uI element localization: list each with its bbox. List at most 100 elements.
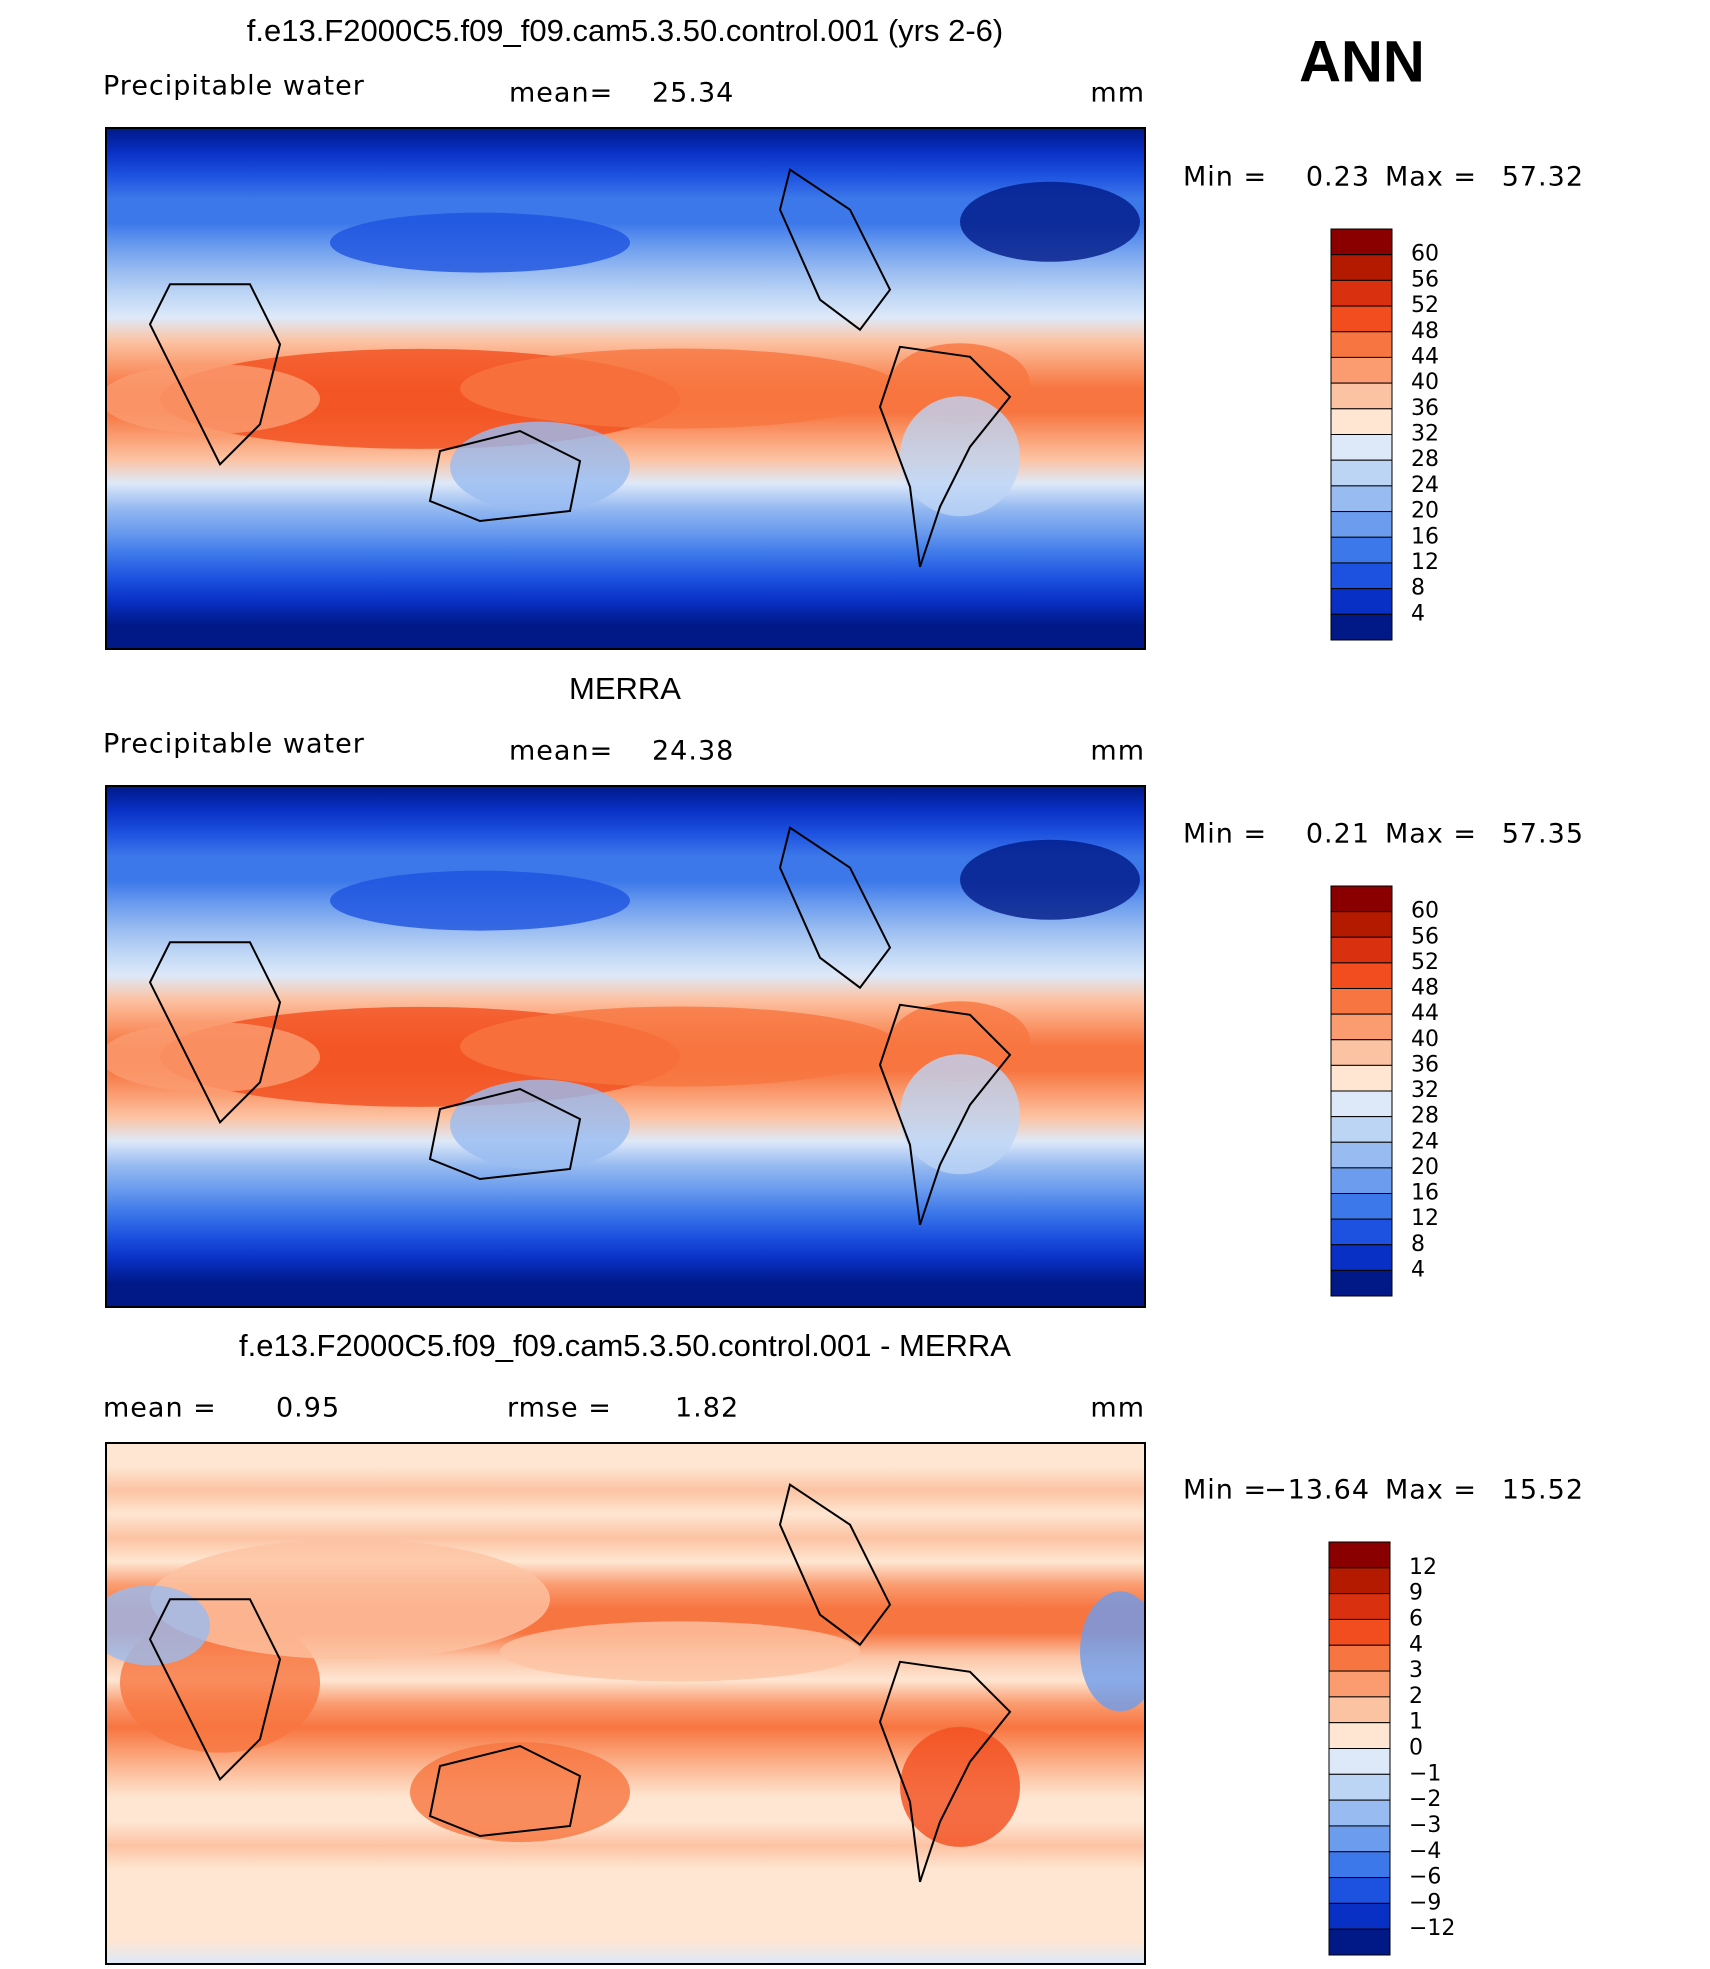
colorbar-label: 1 <box>1409 1710 1423 1735</box>
map-feature <box>960 181 1140 262</box>
colorbar-box <box>1328 1799 1391 1827</box>
max-value: 57.32 <box>1502 162 1584 193</box>
colorbar-label: 44 <box>1411 1001 1439 1026</box>
colorbar-box <box>1328 1851 1391 1879</box>
colorbar-box <box>1330 885 1393 913</box>
min-label: Min = <box>1183 162 1267 193</box>
colorbar-box <box>1330 1064 1393 1092</box>
colorbar-label: 4 <box>1409 1632 1423 1657</box>
colorbar-box <box>1330 305 1393 333</box>
colorbar-box <box>1330 459 1393 487</box>
colorbar-box <box>1330 1244 1393 1271</box>
colorbar-label: 28 <box>1411 1104 1439 1129</box>
mean-value: 0.95 <box>276 1393 340 1424</box>
colorbar-box <box>1330 254 1393 281</box>
colorbar-label: 20 <box>1411 1155 1439 1180</box>
colorbar-label: 48 <box>1411 976 1439 1001</box>
colorbar-label: −12 <box>1409 1916 1455 1941</box>
colorbar-label: −1 <box>1409 1761 1441 1786</box>
map <box>106 786 1145 1307</box>
map-feature <box>460 1006 900 1087</box>
colorbar-box <box>1330 408 1393 435</box>
colorbar-box <box>1330 1167 1393 1194</box>
map-feature <box>460 348 900 429</box>
colorbar-box <box>1328 1722 1391 1749</box>
max-value: 57.35 <box>1502 819 1584 850</box>
colorbar-label: 4 <box>1411 601 1425 626</box>
colorbar-box <box>1330 1269 1393 1297</box>
coastline <box>148 168 1012 568</box>
colorbar-label: 32 <box>1411 422 1439 447</box>
colorbar-label: 52 <box>1411 950 1439 975</box>
season-label: ANN <box>1299 29 1425 94</box>
colorbar-box <box>1330 1116 1393 1143</box>
map-feature <box>500 1621 860 1682</box>
colorbar-box <box>1330 1193 1393 1220</box>
colorbar-label: 6 <box>1409 1606 1423 1631</box>
map-feature <box>150 1539 550 1660</box>
colorbar-label: 2 <box>1409 1684 1423 1709</box>
colorbar-label: 36 <box>1411 1052 1439 1077</box>
colorbar-box <box>1330 1013 1393 1041</box>
max-label: Max = <box>1385 1475 1477 1506</box>
colorbar-label: 56 <box>1411 267 1439 292</box>
colorbar-label: 36 <box>1411 396 1439 421</box>
mean-label: mean= <box>509 78 613 109</box>
map-feature <box>900 1726 1020 1847</box>
colorbar-label: 20 <box>1411 499 1439 524</box>
map <box>106 128 1145 649</box>
colorbar-box <box>1330 1039 1393 1066</box>
min-label: Min = <box>1183 819 1267 850</box>
map <box>106 1443 1145 1964</box>
panel-title: MERRA <box>569 671 681 706</box>
colorbar-label: 4 <box>1411 1257 1425 1282</box>
colorbar-label: 16 <box>1411 1181 1439 1206</box>
map-feature <box>1080 1591 1145 1712</box>
colorbar-label: 28 <box>1411 447 1439 472</box>
map-feature <box>106 363 320 434</box>
colorbar-box <box>1328 1748 1391 1775</box>
min-value: −13.64 <box>1264 1475 1370 1506</box>
colorbar-box <box>1328 1541 1391 1569</box>
units-label: mm <box>1090 1393 1145 1424</box>
map-frame <box>105 785 1146 1308</box>
colorbar-label: 12 <box>1411 1206 1439 1231</box>
colorbar-label: 52 <box>1411 293 1439 318</box>
colorbar-box <box>1328 1877 1391 1904</box>
colorbar-label: 40 <box>1411 1027 1439 1052</box>
colorbar-box <box>1330 511 1393 538</box>
map-frame <box>105 127 1146 650</box>
colorbar-box <box>1330 562 1393 590</box>
coastline <box>148 826 1012 1226</box>
max-value: 15.52 <box>1502 1475 1584 1506</box>
colorbar-label: 56 <box>1411 924 1439 949</box>
max-label: Max = <box>1385 162 1477 193</box>
colorbar-label: −9 <box>1409 1890 1441 1915</box>
map-feature <box>106 1021 320 1092</box>
colorbar-label: 24 <box>1411 473 1439 498</box>
variable-label: Precipitable water <box>103 71 365 102</box>
panel-title: f.e13.F2000C5.f09_f09.cam5.3.50.control.… <box>239 1328 1011 1363</box>
colorbar-box <box>1330 485 1393 513</box>
colorbar-box <box>1330 228 1393 256</box>
colorbar-box <box>1328 1928 1391 1956</box>
colorbar-label: 60 <box>1411 899 1439 924</box>
colorbar-label: 8 <box>1411 576 1425 601</box>
map-feature <box>900 396 1020 517</box>
colorbar-box <box>1330 279 1393 307</box>
colorbar-label: 40 <box>1411 370 1439 395</box>
colorbar-box <box>1330 1218 1393 1246</box>
colorbar-label: 24 <box>1411 1129 1439 1154</box>
min-value: 0.21 <box>1306 819 1370 850</box>
colorbar-box <box>1328 1902 1391 1930</box>
variable-label: Precipitable water <box>103 729 365 760</box>
colorbar-box <box>1328 1670 1391 1698</box>
colorbar-box <box>1328 1618 1391 1646</box>
colorbar-box <box>1328 1773 1391 1801</box>
colorbar-label: 44 <box>1411 344 1439 369</box>
map-feature <box>410 1742 630 1843</box>
colorbar-box <box>1330 911 1393 938</box>
colorbar-box <box>1330 588 1393 615</box>
colorbar-box <box>1330 1090 1393 1118</box>
